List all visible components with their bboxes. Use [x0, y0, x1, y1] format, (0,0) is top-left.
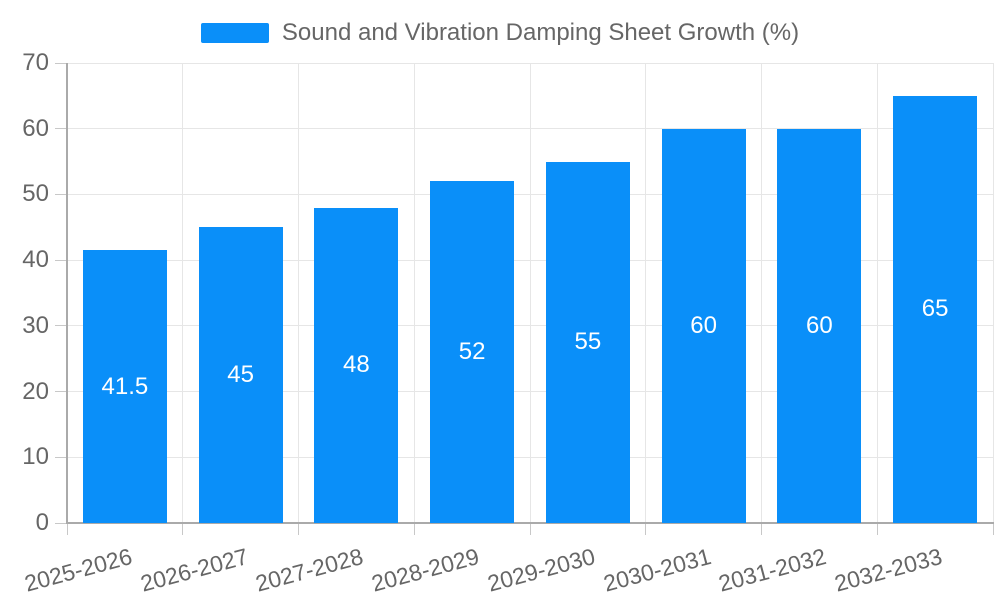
y-axis-tick — [55, 456, 67, 458]
legend-label: Sound and Vibration Damping Sheet Growth… — [281, 19, 800, 46]
y-axis-tick-label: 40 — [22, 246, 49, 274]
bar-value-label: 52 — [458, 338, 486, 366]
x-axis-tick-label: 2028-2029 — [368, 543, 482, 597]
y-axis-tick — [55, 62, 67, 64]
bar[interactable] — [82, 250, 167, 523]
x-axis-tick — [645, 523, 647, 535]
x-axis-tick-label: 2031-2032 — [716, 543, 830, 597]
x-axis-tick-label: 2025-2026 — [21, 543, 135, 597]
x-axis-tick-label: 2029-2030 — [484, 543, 598, 597]
x-axis-tick-label: 2030-2031 — [600, 543, 714, 597]
bar[interactable] — [661, 128, 746, 523]
x-gridline — [645, 63, 647, 523]
y-axis-tick-label: 60 — [22, 114, 49, 142]
x-gridline — [182, 63, 184, 523]
legend-item[interactable]: Sound and Vibration Damping Sheet Growth… — [200, 19, 800, 46]
bar[interactable] — [893, 95, 978, 523]
x-gridline — [298, 63, 299, 523]
x-gridline — [413, 63, 415, 523]
y-axis-tick — [55, 391, 67, 393]
x-gridline — [992, 63, 994, 523]
bar[interactable] — [777, 128, 862, 523]
bar[interactable] — [545, 161, 630, 523]
bar[interactable] — [314, 207, 399, 523]
y-axis-tick-label: 70 — [22, 49, 49, 76]
y-axis-line — [66, 63, 68, 524]
y-axis-tick — [55, 522, 67, 524]
bar-value-label: 60 — [806, 311, 833, 339]
x-axis-tick — [992, 523, 994, 535]
legend: Sound and Vibration Damping Sheet Growth… — [0, 21, 1000, 45]
x-gridline — [529, 63, 531, 523]
x-axis-tick — [761, 523, 762, 535]
bar-value-label: 65 — [921, 295, 949, 323]
x-axis-tick — [413, 523, 415, 535]
legend-swatch-icon — [200, 23, 269, 43]
x-axis-tick-label: 2032-2033 — [831, 543, 945, 597]
y-axis-tick — [55, 128, 67, 130]
x-axis-tick — [876, 523, 878, 535]
bar-value-label: 48 — [343, 351, 370, 379]
x-axis-tick — [529, 523, 531, 535]
y-axis-tick-label: 30 — [22, 311, 49, 339]
x-axis-tick-label: 2026-2027 — [137, 543, 251, 597]
bar-value-label: 41.5 — [101, 372, 149, 400]
x-axis-line — [66, 522, 994, 524]
y-axis-tick-label: 50 — [22, 180, 49, 208]
x-axis-tick-label: 2027-2028 — [253, 543, 367, 597]
y-axis-tick — [55, 193, 67, 195]
y-axis-tick-label: 20 — [22, 377, 49, 405]
bar-value-label: 55 — [574, 328, 602, 356]
y-axis-tick — [55, 259, 67, 261]
y-axis-tick-label: 0 — [35, 509, 49, 536]
x-axis-tick — [182, 523, 184, 535]
bar[interactable] — [430, 181, 515, 523]
bar-value-label: 60 — [690, 311, 717, 339]
y-axis-tick — [55, 325, 67, 327]
y-axis-tick-label: 10 — [22, 443, 49, 471]
x-axis-tick — [66, 523, 68, 535]
bar-value-label: 45 — [227, 361, 254, 389]
x-axis-tick — [298, 523, 299, 535]
x-gridline — [876, 63, 878, 523]
x-gridline — [761, 63, 762, 523]
bar[interactable] — [198, 227, 283, 523]
